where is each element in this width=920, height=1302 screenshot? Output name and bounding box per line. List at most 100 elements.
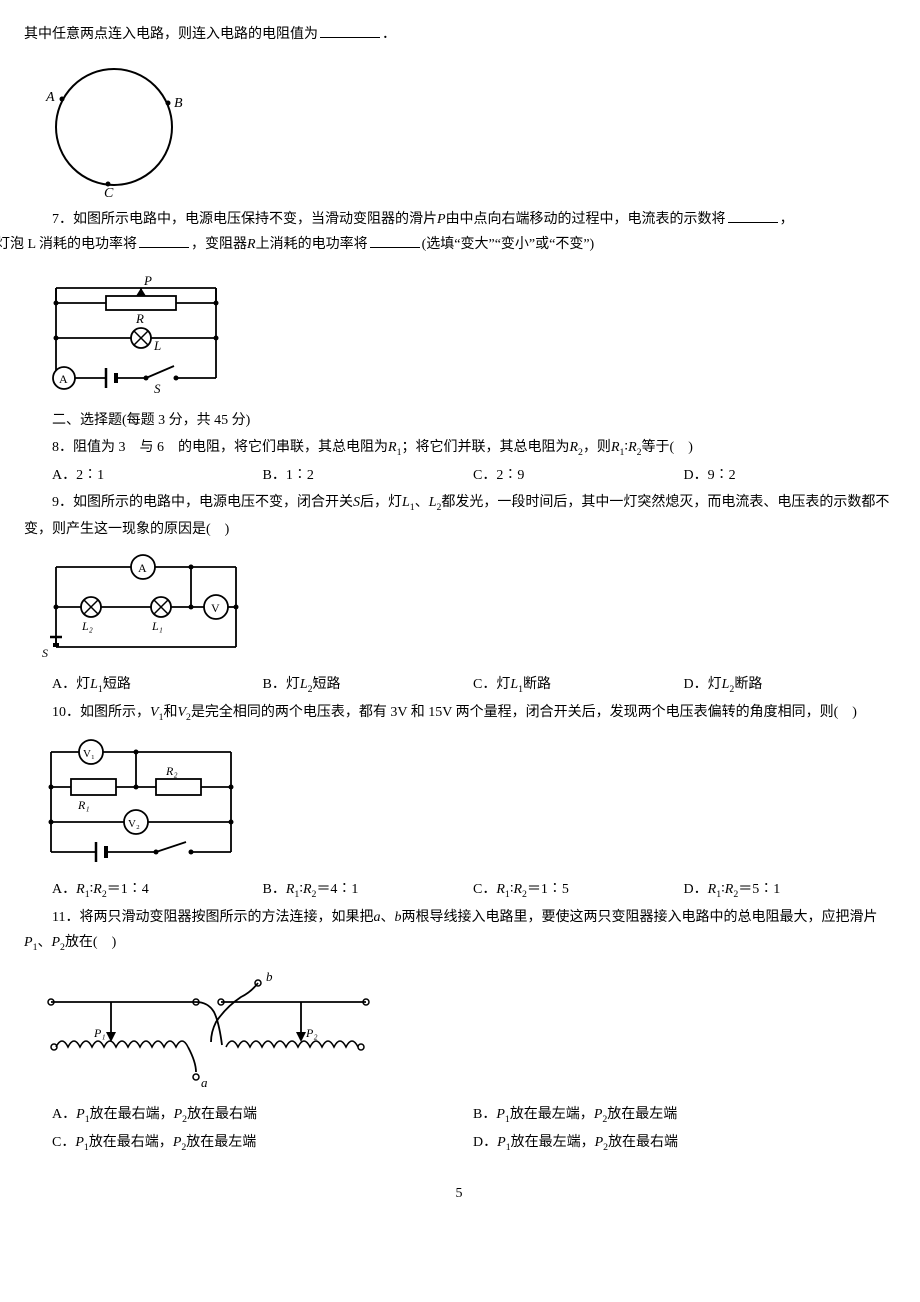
t: 放在最右端， bbox=[90, 1107, 174, 1122]
var-P: P bbox=[437, 212, 446, 227]
label-R: R bbox=[135, 311, 144, 326]
R2: R₂ bbox=[165, 764, 178, 778]
opt-D: D．9∶2 bbox=[684, 463, 895, 488]
q9: 9．如图所示的电路中，电源电压不变，闭合开关S后，灯L1、L2都发光，一段时间后… bbox=[24, 490, 894, 542]
R: R bbox=[708, 882, 717, 897]
t: B． bbox=[473, 1107, 496, 1122]
t: B．灯 bbox=[263, 677, 300, 692]
A: A bbox=[138, 561, 147, 575]
t: A． bbox=[52, 1107, 76, 1122]
blank bbox=[370, 233, 420, 248]
a: a bbox=[201, 1075, 208, 1090]
P2: P₂ bbox=[305, 1026, 318, 1040]
R: R bbox=[388, 440, 397, 455]
q10-options: A．R1∶R2＝1∶4 B．R1∶R2＝4∶1 C．R1∶R2＝1∶5 D．R1… bbox=[52, 877, 894, 903]
figure-q11: b P₁ a P₂ bbox=[36, 967, 894, 1092]
q6-tail: 其中任意两点连入电路，则连入电路的电阻值为． bbox=[24, 22, 894, 47]
t: 灯泡 L 消耗的电功率将 bbox=[0, 237, 137, 252]
P: P bbox=[496, 1107, 505, 1122]
L: L bbox=[402, 495, 410, 510]
t: C． bbox=[473, 882, 496, 897]
V: V bbox=[177, 705, 186, 720]
figure-q10: V₁ R₁ R₂ V₂ bbox=[36, 737, 894, 867]
b: b bbox=[266, 969, 273, 984]
V: V bbox=[150, 705, 159, 720]
t: C． bbox=[52, 1135, 75, 1150]
q11: 11．将两只滑动变阻器按图所示的方法连接，如果把a、b两根导线接入电路里，要使这… bbox=[24, 905, 894, 957]
opt-C: C．P1放在最右端，P2放在最左端 bbox=[52, 1130, 473, 1156]
t: D．灯 bbox=[684, 677, 722, 692]
section2-title: 二、选择题(每题 3 分，共 45 分) bbox=[24, 408, 894, 433]
q7-num: 7． bbox=[52, 212, 73, 227]
q9-options: A．灯L1短路 B．灯L2短路 C．灯L1断路 D．灯L2断路 bbox=[52, 672, 894, 698]
L1: L₁ bbox=[151, 619, 163, 633]
V: V bbox=[211, 601, 220, 615]
t: 由中点向右端移动的过程中，电流表的示数将 bbox=[446, 212, 726, 227]
R: R bbox=[76, 882, 85, 897]
blank bbox=[320, 23, 380, 38]
t: 放在最左端， bbox=[510, 1107, 594, 1122]
P: P bbox=[595, 1135, 604, 1150]
t: 和 bbox=[163, 705, 177, 720]
R: R bbox=[611, 440, 620, 455]
P: P bbox=[24, 935, 33, 950]
R: R bbox=[628, 440, 637, 455]
blank bbox=[139, 233, 189, 248]
label-A: A bbox=[59, 372, 68, 386]
num: 9． bbox=[52, 495, 73, 510]
opt-A: A．P1放在最右端，P2放在最右端 bbox=[52, 1102, 473, 1128]
t: 放在最左端 bbox=[186, 1135, 256, 1150]
opt-A: A．R1∶R2＝1∶4 bbox=[52, 877, 263, 903]
t: D． bbox=[684, 882, 708, 897]
blank bbox=[728, 208, 778, 223]
t: 断路 bbox=[734, 677, 762, 692]
t: ＝5∶1 bbox=[738, 882, 780, 897]
R1: R₁ bbox=[77, 798, 90, 812]
t: ，变阻器 bbox=[191, 237, 247, 252]
t: 放在最左端， bbox=[511, 1135, 595, 1150]
t: 放在最左端 bbox=[607, 1107, 677, 1122]
label-P: P bbox=[143, 273, 152, 288]
num: 10． bbox=[52, 705, 80, 720]
t: 后，灯 bbox=[360, 495, 402, 510]
opt-D: D．P1放在最左端，P2放在最右端 bbox=[473, 1130, 894, 1156]
label-B: B bbox=[174, 96, 183, 111]
var-R: R bbox=[247, 237, 256, 252]
t: 等于( ) bbox=[642, 440, 693, 455]
t: 阻值为 3 与 6 的电阻，将它们串联，其总电阻为 bbox=[73, 440, 388, 455]
q8: 8．阻值为 3 与 6 的电阻，将它们串联，其总电阻为R1；将它们并联，其总电阻… bbox=[24, 435, 894, 461]
figure-q7: P R L A S bbox=[36, 268, 894, 398]
t: ＝4∶1 bbox=[316, 882, 358, 897]
t: A． bbox=[52, 882, 76, 897]
R: R bbox=[303, 882, 312, 897]
R: R bbox=[93, 882, 102, 897]
opt-B: B．R1∶R2＝4∶1 bbox=[263, 877, 474, 903]
t: 、 bbox=[37, 935, 51, 950]
opt-B: B．1∶2 bbox=[263, 463, 474, 488]
opt-B: B．P1放在最左端，P2放在最左端 bbox=[473, 1102, 894, 1128]
S-near: S bbox=[42, 646, 48, 660]
t: (选填“变大”“变小”或“不变”) bbox=[422, 237, 595, 252]
P1: P₁ bbox=[93, 1026, 106, 1040]
R: R bbox=[513, 882, 522, 897]
num: 8． bbox=[52, 440, 73, 455]
q6-text: 其中任意两点连入电路，则连入电路的电阻值为 bbox=[24, 27, 318, 42]
t: 放在最右端 bbox=[608, 1135, 678, 1150]
t: 如图所示， bbox=[80, 705, 150, 720]
t: 是完全相同的两个电压表，都有 3V 和 15V 两个量程，闭合开关后，发现两个电… bbox=[191, 705, 857, 720]
label-L: L bbox=[153, 338, 161, 353]
V2: V₂ bbox=[128, 818, 140, 830]
opt-A: A．灯L1短路 bbox=[52, 672, 263, 698]
R: R bbox=[496, 882, 505, 897]
S: S bbox=[353, 495, 360, 510]
t: 上消耗的电功率将 bbox=[256, 237, 368, 252]
q10: 10．如图所示，V1和V2是完全相同的两个电压表，都有 3V 和 15V 两个量… bbox=[24, 700, 894, 726]
P: P bbox=[174, 1107, 183, 1122]
figure-q9: A L₂ L₁ V S bbox=[36, 552, 894, 662]
P: P bbox=[75, 1135, 84, 1150]
t: 二、选择题(每题 3 分，共 45 分) bbox=[52, 413, 250, 428]
opt-C: C．R1∶R2＝1∶5 bbox=[473, 877, 684, 903]
t: 将两只滑动变阻器按图所示的方法连接，如果把 bbox=[79, 910, 373, 925]
L: L bbox=[300, 677, 308, 692]
t: ；将它们并联，其总电阻为 bbox=[401, 440, 569, 455]
